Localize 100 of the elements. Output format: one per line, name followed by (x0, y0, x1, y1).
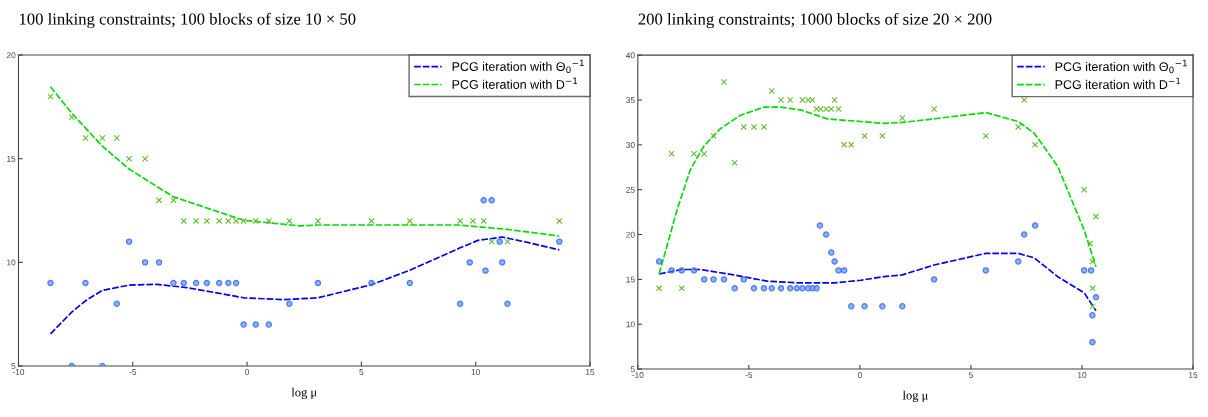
y-tick-label: 5 (11, 363, 16, 370)
point (982, 132, 989, 140)
point (252, 321, 259, 328)
point (192, 217, 200, 225)
point (47, 279, 54, 287)
point (82, 134, 89, 142)
x-axis-title: log μ (291, 387, 317, 400)
point (1031, 222, 1039, 229)
point (482, 267, 489, 274)
point (740, 123, 747, 131)
point (786, 285, 794, 292)
y-tick-label: 15 (7, 155, 16, 162)
point (668, 267, 675, 274)
point (496, 238, 503, 245)
point (1092, 294, 1100, 301)
point (170, 197, 177, 204)
x-tick-label: 15 (585, 369, 595, 375)
x-tick-label: 0 (245, 369, 250, 375)
point (750, 285, 758, 292)
point (504, 300, 511, 308)
point (406, 279, 414, 287)
x-axis-title: log μ (902, 390, 928, 403)
point (848, 303, 855, 310)
point (180, 279, 187, 287)
point (82, 279, 89, 287)
point (760, 285, 768, 292)
point (1080, 267, 1088, 274)
point (286, 217, 293, 225)
legend-label: PCG iteration with Θ$_{0}$$^{−1}$ (1055, 59, 1187, 74)
point (488, 196, 495, 204)
point (809, 96, 816, 104)
x-tick-label: 5 (968, 372, 973, 378)
y-tick-label: 20 (6, 52, 16, 59)
y-tick-label: 30 (626, 142, 635, 148)
point (1021, 231, 1028, 238)
point (1031, 141, 1039, 149)
point (225, 279, 232, 287)
y-tick-label: 40 (625, 52, 635, 59)
x-tick-label: 15 (1189, 372, 1198, 378)
point (265, 217, 272, 225)
point (1015, 258, 1022, 265)
point (480, 217, 487, 225)
x-tick-label: -5 (129, 369, 137, 375)
point (141, 259, 149, 266)
point (556, 217, 563, 225)
point (822, 231, 830, 238)
point (68, 114, 75, 121)
point (556, 238, 563, 245)
point (232, 279, 240, 287)
point (777, 285, 785, 292)
point (99, 134, 106, 142)
point (466, 259, 473, 266)
point (203, 279, 211, 287)
point (879, 303, 886, 310)
point (668, 150, 675, 157)
x-tick-label: 0 (857, 372, 862, 378)
point (488, 238, 495, 245)
point (899, 114, 906, 122)
point (899, 303, 906, 310)
point (170, 279, 177, 287)
point (835, 267, 842, 274)
point (1089, 312, 1096, 319)
point (368, 279, 375, 287)
point (1087, 240, 1094, 247)
point (216, 217, 223, 225)
point (720, 276, 728, 283)
point (655, 258, 663, 265)
point (690, 267, 698, 274)
point (1089, 303, 1096, 310)
point (930, 276, 938, 283)
point (678, 267, 686, 274)
point (406, 217, 414, 225)
line-series (49, 236, 561, 335)
legend-label: PCG iteration with D$^{−1}$ (1055, 77, 1181, 90)
legend-label: PCG iteration with D$^{−1}$ (452, 77, 578, 89)
point (498, 259, 506, 266)
point (1089, 338, 1096, 346)
point (1081, 186, 1088, 193)
legend-label: PCG iteration with Θ$_{0}$$^{−1}$ (452, 59, 584, 74)
y-tick-label: 20 (626, 231, 635, 238)
point (314, 279, 322, 287)
y-tick-label: 15 (626, 276, 635, 283)
point (192, 279, 200, 287)
point (155, 259, 163, 266)
point (203, 217, 211, 225)
point (1021, 96, 1028, 104)
point (125, 238, 133, 245)
point (480, 196, 487, 204)
point (731, 159, 738, 166)
point (155, 197, 163, 204)
point (215, 279, 223, 287)
point (768, 87, 775, 95)
point (368, 217, 375, 225)
point (799, 285, 806, 292)
y-tick-label: 35 (626, 97, 635, 104)
point (180, 217, 187, 225)
point (286, 300, 293, 308)
point (113, 300, 121, 308)
y-tick-label: 25 (626, 186, 635, 193)
point (710, 276, 717, 283)
